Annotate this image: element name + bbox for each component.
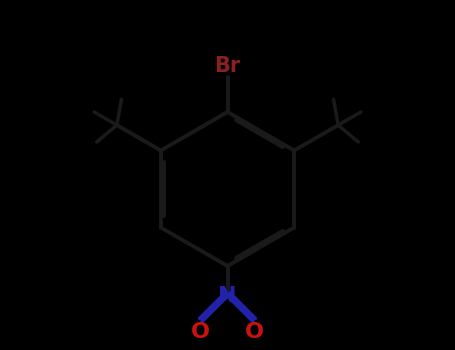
Text: O: O: [245, 322, 264, 342]
Text: O: O: [191, 322, 210, 342]
Text: N: N: [218, 286, 237, 306]
Text: Br: Br: [214, 56, 241, 76]
